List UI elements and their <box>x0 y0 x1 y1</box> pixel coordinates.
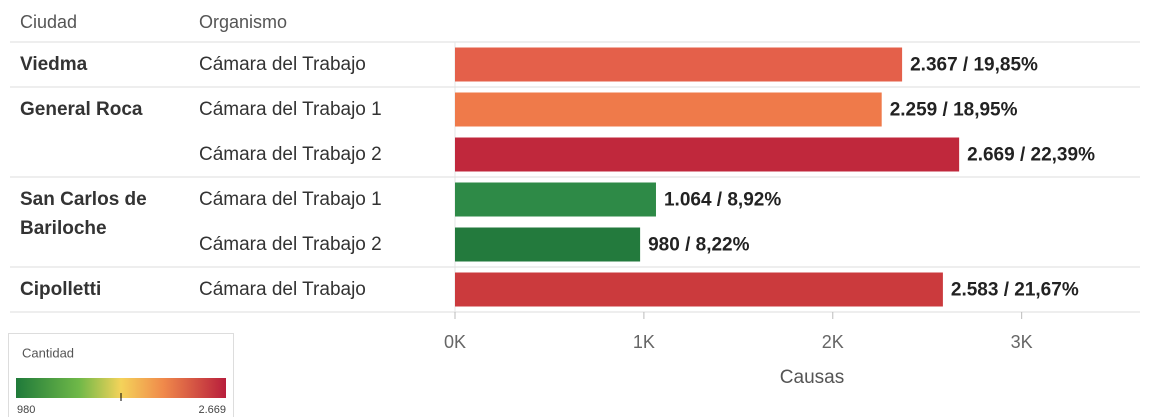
value-label: 2.367 / 19,85% <box>910 55 1038 76</box>
bar <box>455 92 882 127</box>
bar <box>455 47 903 82</box>
x-tick-label: 0K <box>444 332 466 352</box>
legend-gradient <box>16 378 226 398</box>
x-tick-label: 3K <box>1011 332 1033 352</box>
value-label: 1.064 / 8,92% <box>664 190 781 211</box>
city-label: General Roca <box>20 98 143 120</box>
x-tick-label: 2K <box>822 332 844 352</box>
bar <box>455 182 656 217</box>
value-label: 2.669 / 22,39% <box>967 145 1095 166</box>
city-label: Viedma <box>20 53 88 75</box>
value-label: 2.583 / 21,67% <box>951 280 1079 301</box>
bar <box>455 272 943 307</box>
legend-min: 980 <box>17 404 35 416</box>
bar <box>455 227 641 262</box>
bar <box>455 137 960 172</box>
x-axis-title: Causas <box>780 367 844 388</box>
category-label: Cámara del Trabajo 2 <box>199 233 382 255</box>
legend-box <box>8 333 234 417</box>
value-label: 980 / 8,22% <box>648 235 750 256</box>
legend-title: Cantidad <box>22 345 74 360</box>
column-header: Organismo <box>199 12 288 32</box>
category-label: Cámara del Trabajo <box>199 53 366 75</box>
city-label: San Carlos de Bariloche <box>20 188 147 239</box>
category-label: Cámara del Trabajo 1 <box>199 98 382 120</box>
value-label: 2.259 / 18,95% <box>890 100 1018 121</box>
category-label: Cámara del Trabajo 2 <box>199 143 382 165</box>
category-label: Cámara del Trabajo 1 <box>199 188 382 210</box>
legend-max: 2.669 <box>198 404 226 416</box>
x-tick-label: 1K <box>633 332 655 352</box>
city-label: Cipolletti <box>20 278 102 300</box>
column-header: Ciudad <box>20 12 78 32</box>
category-label: Cámara del Trabajo <box>199 278 366 300</box>
